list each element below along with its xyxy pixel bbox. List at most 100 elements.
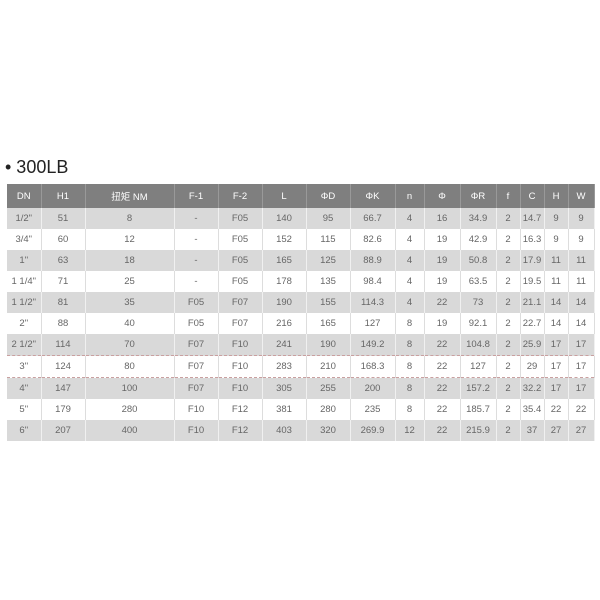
table-row: 2" 88 40 F05 F07 216 165 127 8 19 92.1 2 22.7 14 14 [7, 313, 595, 334]
table-cell: F07 [174, 334, 219, 356]
table-cell: 2 [496, 313, 521, 334]
table-cell: 22 [424, 399, 461, 420]
column-header: W [568, 184, 595, 208]
table-cell: 235 [350, 399, 396, 420]
table-cell: 22 [544, 399, 569, 420]
table-cell: 140 [262, 208, 307, 229]
table-cell: 32.2 [520, 377, 545, 399]
table-cell: F05 [218, 208, 263, 229]
table-cell: 100 [85, 377, 175, 399]
table-cell: 95 [306, 208, 351, 229]
table-cell: 280 [85, 399, 175, 420]
table-cell: 98.4 [350, 271, 396, 292]
table-cell: 165 [306, 313, 351, 334]
table-cell: 22 [424, 420, 461, 441]
table-cell: 104.8 [460, 334, 497, 356]
table-cell: 283 [262, 355, 307, 378]
table-cell: F10 [174, 420, 219, 441]
table-cell: 35 [85, 292, 175, 313]
table-cell: 17.9 [520, 250, 545, 271]
table-cell: 22 [568, 399, 595, 420]
table-cell: F07 [174, 355, 219, 378]
table-cell: 22 [424, 292, 461, 313]
column-header: 扭矩 NM [85, 184, 175, 208]
table-cell: 34.9 [460, 208, 497, 229]
table-cell: 37 [520, 420, 545, 441]
table-cell: 381 [262, 399, 307, 420]
table-cell: 16 [424, 208, 461, 229]
table-cell: 50.8 [460, 250, 497, 271]
table-cell: 22 [424, 377, 461, 399]
table-cell: 19 [424, 313, 461, 334]
table-cell: 17 [568, 377, 595, 399]
table-cell: 115 [306, 229, 351, 250]
table-cell: 215.9 [460, 420, 497, 441]
table-cell: 11 [544, 271, 569, 292]
table-cell: 22 [424, 334, 461, 356]
table-cell: 1 1/2" [7, 292, 42, 313]
table-cell: 207 [41, 420, 86, 441]
table-row: 6" 207 400 F10 F12 403 320 269.9 12 22 215.9 2 37 27 2… [7, 420, 595, 441]
table-row: 1 1/4" 71 25- F05 178 135 98.4 4 19 63.5 2 19.5 11 11 [7, 271, 595, 292]
table-cell: 71 [41, 271, 86, 292]
table-cell: 2 [496, 399, 521, 420]
table-cell: F10 [218, 355, 263, 378]
table-cell: 14 [544, 313, 569, 334]
table-cell: 8 [395, 334, 425, 356]
table-cell: 135 [306, 271, 351, 292]
table-cell: 8 [395, 355, 425, 378]
table-cell: 12 [85, 229, 175, 250]
table-cell: 14.7 [520, 208, 545, 229]
table-cell: 11 [568, 250, 595, 271]
table-cell: 17 [544, 334, 569, 356]
column-header: ΦR [460, 184, 497, 208]
table-cell: 216 [262, 313, 307, 334]
table-cell: 19 [424, 229, 461, 250]
table-cell: 149.2 [350, 334, 396, 356]
table-cell: 114 [41, 334, 86, 356]
table-cell: 9 [568, 208, 595, 229]
table-cell: 19 [424, 250, 461, 271]
table-cell: 255 [306, 377, 351, 399]
column-header: Φ [424, 184, 461, 208]
table-cell: 157.2 [460, 377, 497, 399]
table-cell: 27 [568, 420, 595, 441]
table-cell: 17 [544, 355, 569, 378]
table-cell: F05 [174, 292, 219, 313]
table-cell: 179 [41, 399, 86, 420]
table-row: 1/2" 51 8- F05 140 95 66.7 4 16 34.9 2 14.7 9 9 [7, 208, 595, 229]
table-cell: 14 [568, 313, 595, 334]
table-cell: 3" [7, 355, 42, 378]
table-cell: 190 [262, 292, 307, 313]
column-header: f [496, 184, 521, 208]
table-cell: 400 [85, 420, 175, 441]
table-cell: 73 [460, 292, 497, 313]
table-cell: F12 [218, 399, 263, 420]
table-cell: 63 [41, 250, 86, 271]
table-cell: 127 [460, 355, 497, 378]
table-cell: 305 [262, 377, 307, 399]
table-cell: 80 [85, 355, 175, 378]
table-cell: 17 [568, 334, 595, 356]
table-cell: 269.9 [350, 420, 396, 441]
table-cell: F05 [218, 271, 263, 292]
table-cell: 2 1/2" [7, 334, 42, 356]
table-cell: 9 [544, 208, 569, 229]
table-cell: 17 [544, 377, 569, 399]
table-cell: 25 [85, 271, 175, 292]
table-cell: 1/2" [7, 208, 42, 229]
table-cell: 1 1/4" [7, 271, 42, 292]
table-cell: 19.5 [520, 271, 545, 292]
table-cell: 2 [496, 250, 521, 271]
table-cell: 200 [350, 377, 396, 399]
table-cell: 241 [262, 334, 307, 356]
column-header: H [544, 184, 569, 208]
table-cell: 35.4 [520, 399, 545, 420]
table-cell: 280 [306, 399, 351, 420]
table-cell: 210 [306, 355, 351, 378]
column-header: C [520, 184, 545, 208]
column-header: n [395, 184, 425, 208]
table-cell: 5" [7, 399, 42, 420]
header-row: DN H1 扭矩 NM F-1 F-2 L ΦD ΦK n Φ ΦR f C H W [7, 184, 595, 208]
table-cell: 9 [544, 229, 569, 250]
